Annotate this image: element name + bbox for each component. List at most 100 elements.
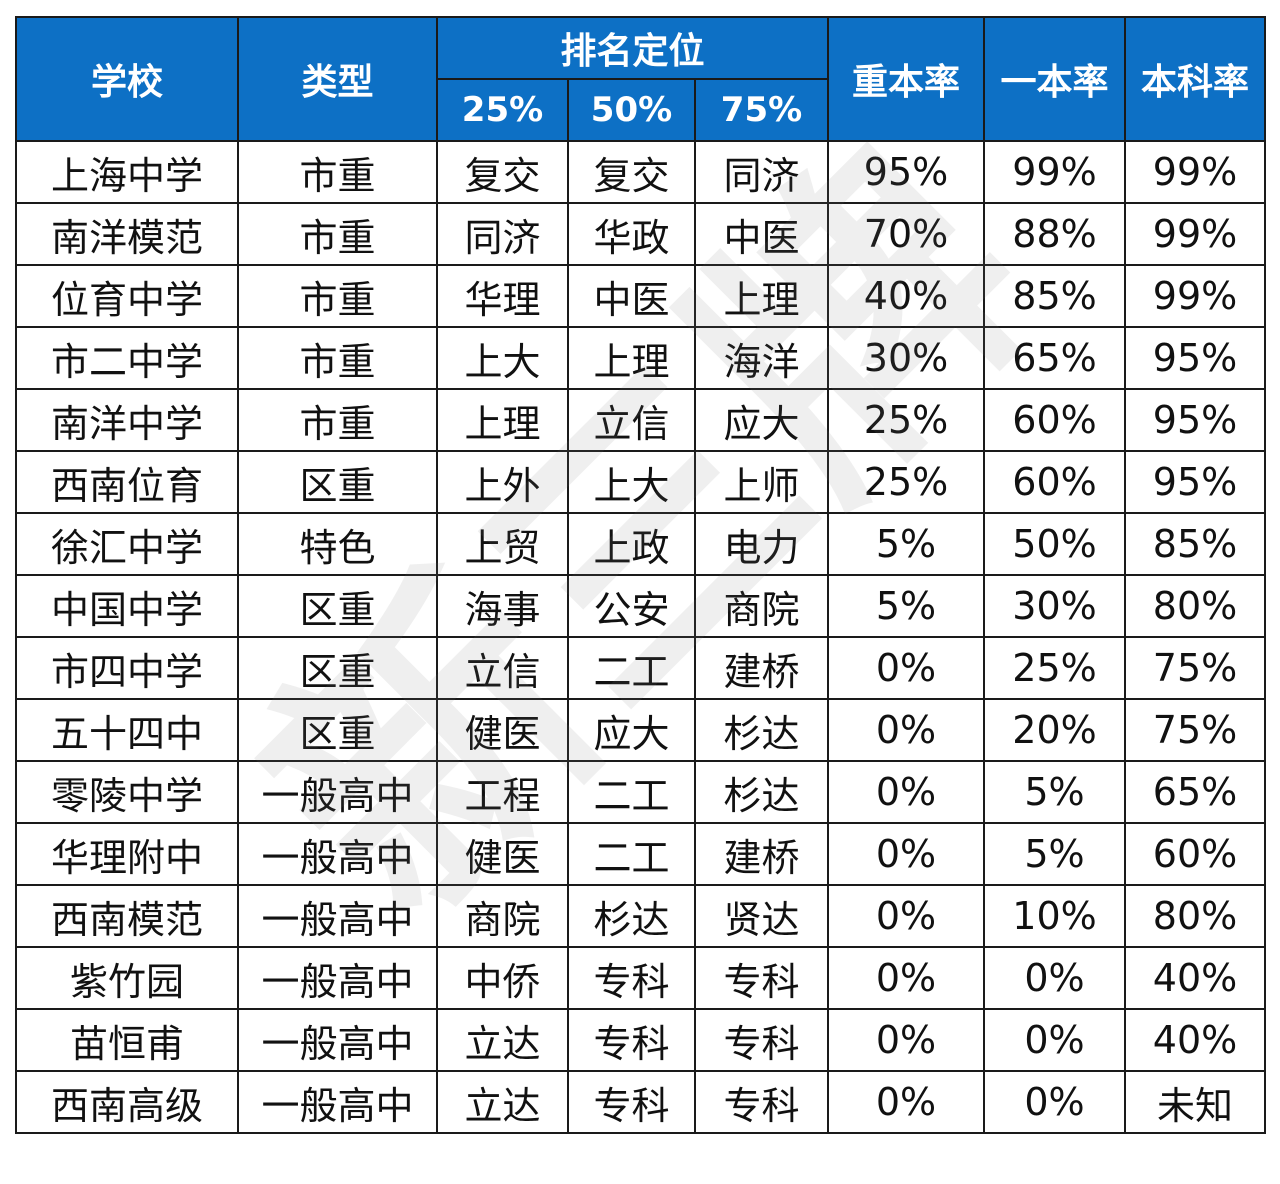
cell-undergrad-rate: 95% bbox=[1124, 450, 1266, 514]
cell-first-rate: 60% bbox=[983, 388, 1126, 452]
cell-undergrad-rate: 99% bbox=[1124, 140, 1266, 204]
cell-p25: 健医 bbox=[436, 822, 569, 886]
cell-first-rate: 0% bbox=[983, 1008, 1126, 1072]
cell-key-rate: 0% bbox=[827, 636, 985, 700]
header-p25: 25% bbox=[436, 78, 569, 142]
cell-key-rate: 0% bbox=[827, 884, 985, 948]
cell-type: 特色 bbox=[237, 512, 438, 576]
cell-school: 五十四中 bbox=[15, 698, 239, 762]
cell-type: 区重 bbox=[237, 636, 438, 700]
cell-type: 一般高中 bbox=[237, 946, 438, 1010]
cell-p50: 二工 bbox=[567, 822, 696, 886]
cell-p75: 专科 bbox=[694, 1008, 829, 1072]
cell-school: 中国中学 bbox=[15, 574, 239, 638]
cell-key-rate: 0% bbox=[827, 1008, 985, 1072]
cell-school: 苗恒甫 bbox=[15, 1008, 239, 1072]
cell-undergrad-rate: 未知 bbox=[1124, 1070, 1266, 1134]
cell-p75: 专科 bbox=[694, 946, 829, 1010]
cell-key-rate: 0% bbox=[827, 760, 985, 824]
cell-p25: 立达 bbox=[436, 1008, 569, 1072]
cell-school: 市二中学 bbox=[15, 326, 239, 390]
header-p50: 50% bbox=[567, 78, 696, 142]
cell-p75: 商院 bbox=[694, 574, 829, 638]
cell-p50: 杉达 bbox=[567, 884, 696, 948]
table-row: 西南位育 区重 上外 上大 上师 25% 60% 95% bbox=[15, 450, 1266, 514]
cell-type: 市重 bbox=[237, 388, 438, 452]
header-row-sub: 25% 50% 75% bbox=[16, 78, 1265, 142]
header-school: 学校 bbox=[15, 16, 239, 142]
cell-p25: 商院 bbox=[436, 884, 569, 948]
cell-first-rate: 5% bbox=[983, 822, 1126, 886]
cell-school: 西南高级 bbox=[15, 1070, 239, 1134]
cell-p50: 二工 bbox=[567, 636, 696, 700]
cell-p25: 立信 bbox=[436, 636, 569, 700]
cell-p25: 同济 bbox=[436, 202, 569, 266]
cell-p50: 上理 bbox=[567, 326, 696, 390]
cell-p25: 复交 bbox=[436, 140, 569, 204]
table-row: 南洋中学 市重 上理 立信 应大 25% 60% 95% bbox=[15, 388, 1266, 452]
cell-first-rate: 10% bbox=[983, 884, 1126, 948]
table-row: 苗恒甫 一般高中 立达 专科 专科 0% 0% 40% bbox=[15, 1008, 1266, 1072]
cell-first-rate: 60% bbox=[983, 450, 1126, 514]
cell-school: 市四中学 bbox=[15, 636, 239, 700]
cell-p25: 海事 bbox=[436, 574, 569, 638]
cell-undergrad-rate: 99% bbox=[1124, 202, 1266, 266]
cell-p50: 华政 bbox=[567, 202, 696, 266]
header-undergrad-rate: 本科率 bbox=[1124, 16, 1266, 142]
cell-school: 华理附中 bbox=[15, 822, 239, 886]
cell-school: 西南位育 bbox=[15, 450, 239, 514]
cell-key-rate: 0% bbox=[827, 946, 985, 1010]
school-ranking-table: 学校 类型 排名定位 重本率 一本率 本科率 25% 50% 75% 上海中学市… bbox=[15, 16, 1266, 1134]
cell-p50: 专科 bbox=[567, 1070, 696, 1134]
cell-first-rate: 88% bbox=[983, 202, 1126, 266]
cell-p75: 建桥 bbox=[694, 636, 829, 700]
cell-first-rate: 0% bbox=[983, 1070, 1126, 1134]
cell-p75: 中医 bbox=[694, 202, 829, 266]
cell-undergrad-rate: 75% bbox=[1124, 698, 1266, 762]
cell-undergrad-rate: 95% bbox=[1124, 326, 1266, 390]
cell-key-rate: 0% bbox=[827, 1070, 985, 1134]
cell-first-rate: 99% bbox=[983, 140, 1126, 204]
cell-key-rate: 70% bbox=[827, 202, 985, 266]
cell-p75: 杉达 bbox=[694, 698, 829, 762]
cell-undergrad-rate: 80% bbox=[1124, 884, 1266, 948]
cell-school: 紫竹园 bbox=[15, 946, 239, 1010]
cell-key-rate: 5% bbox=[827, 512, 985, 576]
cell-p25: 华理 bbox=[436, 264, 569, 328]
cell-first-rate: 25% bbox=[983, 636, 1126, 700]
cell-p25: 健医 bbox=[436, 698, 569, 762]
table-row: 中国中学 区重 海事 公安 商院 5% 30% 80% bbox=[15, 574, 1266, 638]
cell-school: 零陵中学 bbox=[15, 760, 239, 824]
cell-key-rate: 25% bbox=[827, 388, 985, 452]
cell-p50: 中医 bbox=[567, 264, 696, 328]
cell-undergrad-rate: 75% bbox=[1124, 636, 1266, 700]
cell-first-rate: 30% bbox=[983, 574, 1126, 638]
cell-type: 一般高中 bbox=[237, 760, 438, 824]
cell-type: 一般高中 bbox=[237, 884, 438, 948]
table-row: 西南模范 一般高中 商院 杉达 贤达 0% 10% 80% bbox=[15, 884, 1266, 948]
header-p75: 75% bbox=[694, 78, 829, 142]
table-row: 华理附中 一般高中 健医 二工 建桥 0% 5% 60% bbox=[15, 822, 1266, 886]
cell-p25: 立达 bbox=[436, 1070, 569, 1134]
cell-type: 区重 bbox=[237, 574, 438, 638]
cell-undergrad-rate: 40% bbox=[1124, 946, 1266, 1010]
table-row: 市二中学 市重 上大 上理 海洋 30% 65% 95% bbox=[15, 326, 1266, 390]
cell-school: 位育中学 bbox=[15, 264, 239, 328]
table-body: 上海中学 市重 复交 复交 同济 95% 99% 99% 南洋模范 市重 同济 华政 中医 70% 88% 9… bbox=[15, 140, 1266, 1134]
cell-key-rate: 0% bbox=[827, 822, 985, 886]
table-row: 南洋模范 市重 同济 华政 中医 70% 88% 99% bbox=[15, 202, 1266, 266]
cell-p75: 上理 bbox=[694, 264, 829, 328]
cell-key-rate: 40% bbox=[827, 264, 985, 328]
cell-type: 一般高中 bbox=[237, 1070, 438, 1134]
cell-p25: 中侨 bbox=[436, 946, 569, 1010]
cell-p50: 复交 bbox=[567, 140, 696, 204]
cell-p50: 上大 bbox=[567, 450, 696, 514]
cell-undergrad-rate: 95% bbox=[1124, 388, 1266, 452]
cell-p75: 同济 bbox=[694, 140, 829, 204]
cell-p75: 海洋 bbox=[694, 326, 829, 390]
cell-undergrad-rate: 99% bbox=[1124, 264, 1266, 328]
table-row: 徐汇中学 特色 上贸 上政 电力 5% 50% 85% bbox=[15, 512, 1266, 576]
header-ranking: 排名定位 bbox=[436, 16, 829, 80]
cell-p75: 杉达 bbox=[694, 760, 829, 824]
cell-type: 区重 bbox=[237, 698, 438, 762]
